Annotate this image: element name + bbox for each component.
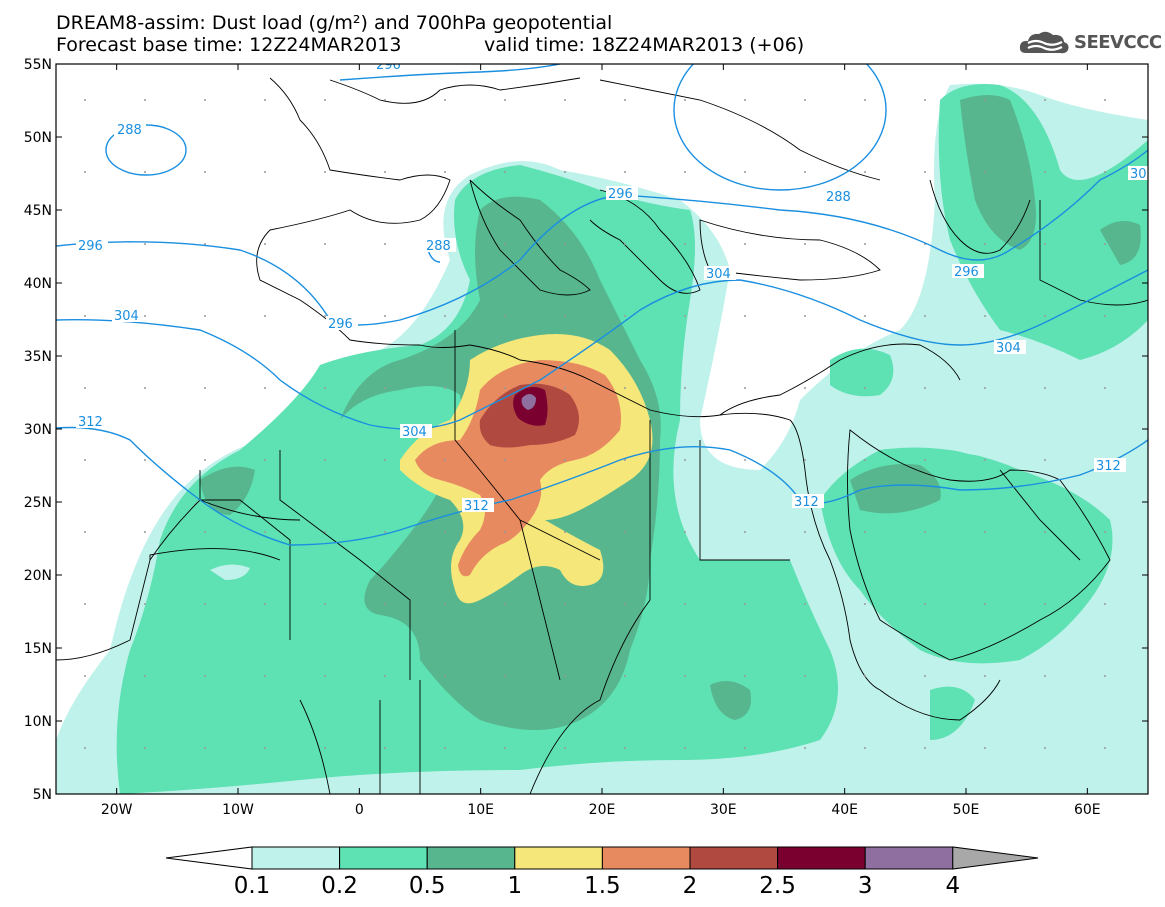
colorbar-segment	[864, 846, 954, 870]
valid-time: valid time: 18Z24MAR2013 (+06)	[484, 34, 805, 56]
lon-tick-label: 10E	[467, 802, 494, 818]
colorbar-segment	[339, 846, 428, 870]
colorbar-label: 3	[858, 873, 873, 899]
contour-label: 304	[706, 267, 731, 282]
colorbar-label: 4	[945, 873, 960, 899]
contour-label: 296	[608, 187, 633, 202]
colorbar-arrow-low	[165, 846, 253, 870]
lat-tick-label: 25N	[24, 495, 52, 511]
contour-label: 288	[826, 190, 851, 205]
lon-tick-label: 30E	[710, 802, 737, 818]
contour-label: 312	[464, 499, 489, 514]
colorbar-segment	[426, 846, 516, 870]
cloud-logo-icon	[1019, 31, 1069, 54]
lat-tick-label: 10N	[24, 714, 52, 730]
colorbar-segment	[514, 846, 603, 870]
colorbar-label: 1.5	[584, 873, 621, 899]
lat-tick-label: 45N	[24, 203, 52, 219]
lat-tick-label: 20N	[24, 568, 52, 584]
colorbar-label: 2	[683, 873, 698, 899]
lat-tick-label: 30N	[24, 422, 52, 438]
colorbar-label: 0.2	[321, 873, 358, 899]
lat-tick-label: 35N	[24, 349, 52, 365]
contour-labels: 296 288 296 288 288 296 30 296 304 296 3…	[76, 58, 1148, 514]
chart-title: DREAM8-assim: Dust load (g/m²) and 700hP…	[56, 12, 613, 34]
contour-label: 30	[1130, 167, 1147, 182]
colorbar-segment	[601, 846, 691, 870]
contour-label: 312	[78, 415, 103, 430]
lon-tick-label: 20E	[589, 802, 616, 818]
colorbar-segment	[777, 846, 866, 870]
lat-tick-label: 15N	[24, 641, 52, 657]
lat-tick-label: 40N	[24, 276, 52, 292]
contour-label: 312	[794, 495, 819, 510]
lon-tick-label: 40E	[831, 802, 858, 818]
colorbar-label: 0.1	[234, 873, 271, 899]
colorbar-label: 2.5	[759, 873, 796, 899]
colorbar-segment	[251, 846, 341, 870]
colorbar: 0.1 0.2 0.5 1 1.5 2 2.5 3 4	[165, 846, 1039, 899]
contour-label: 296	[328, 317, 353, 332]
lat-tick-label: 50N	[24, 130, 52, 146]
lon-tick-label: 20W	[101, 802, 133, 818]
contour-label: 304	[402, 425, 427, 440]
contour-label: 296	[954, 265, 979, 280]
contour-label: 304	[996, 341, 1021, 356]
logo-text: SEEVCCC	[1074, 31, 1162, 53]
lon-tick-label: 50E	[953, 802, 980, 818]
longitude-axis: 20W 10W 0 10E 20E 30E 40E 50E 60E	[101, 64, 1101, 818]
contour-label: 304	[114, 309, 139, 324]
colorbar-arrow-high	[952, 846, 1039, 870]
colorbar-label: 1	[507, 873, 522, 899]
forecast-base-time: Forecast base time: 12Z24MAR2013	[56, 34, 402, 56]
map-area: 296 288 296 288 288 296 30 296 304 296 3…	[56, 58, 1148, 794]
contour-label: 296	[376, 58, 401, 73]
colorbar-segment	[689, 846, 779, 870]
contour-label: 288	[117, 123, 142, 138]
latitude-axis: 55N 50N 45N 40N 35N 30N 25N 20N 15N 10N 5N	[24, 57, 1148, 803]
contour-label: 288	[426, 239, 451, 254]
seevccc-logo: SEEVCCC	[1018, 27, 1162, 57]
chart-subtitle: Forecast base time: 12Z24MAR2013 valid ti…	[56, 34, 804, 56]
contour-label: 312	[1096, 459, 1121, 474]
lat-tick-label: 55N	[24, 57, 52, 73]
contour-label: 296	[78, 239, 103, 254]
lon-tick-label: 60E	[1074, 802, 1101, 818]
lat-tick-label: 5N	[33, 787, 52, 803]
lon-tick-label: 0	[355, 802, 364, 818]
colorbar-label: 0.5	[409, 873, 446, 899]
lon-tick-label: 10W	[222, 802, 254, 818]
